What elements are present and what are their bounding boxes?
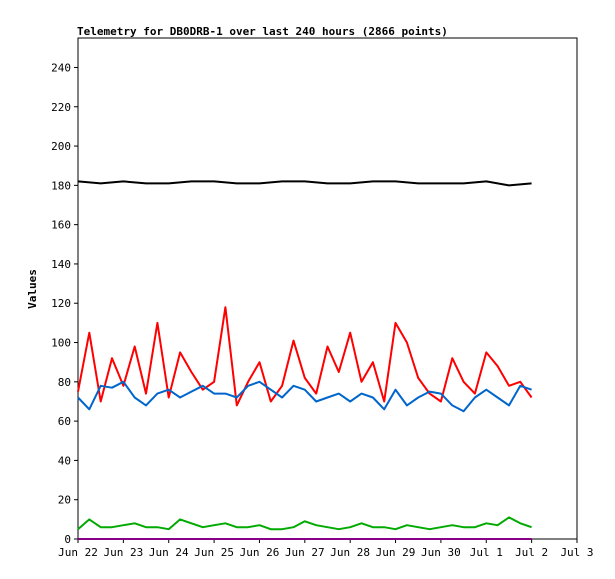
series-line-1 xyxy=(77,306,533,407)
x-tick-label: Jun 22 xyxy=(58,546,98,559)
plot-frame xyxy=(77,37,578,540)
series-line-2 xyxy=(77,380,532,413)
y-tick-label: 180 xyxy=(51,179,71,192)
y-tick-label: 160 xyxy=(51,219,71,232)
y-tick-label: 0 xyxy=(64,533,71,546)
y-tick-label: 20 xyxy=(58,494,71,507)
y-tick-label: 240 xyxy=(51,61,71,74)
y-tick-label: 200 xyxy=(51,140,71,153)
x-tick-label: Jun 30 xyxy=(421,546,461,559)
y-axis-label: Values xyxy=(26,269,39,309)
y-tick-label: 100 xyxy=(51,337,71,350)
y-tick-label: 220 xyxy=(51,101,71,114)
x-tick-label: Jun 24 xyxy=(149,546,189,559)
y-tick-label: 140 xyxy=(51,258,71,271)
x-tick-label: Jun 23 xyxy=(103,546,143,559)
x-tick-label: Jun 27 xyxy=(285,546,325,559)
x-tick-label: Jul 2 xyxy=(515,546,548,559)
series-line-0 xyxy=(77,180,532,187)
y-tick-label: 60 xyxy=(58,415,71,428)
y-tick-label: 40 xyxy=(58,454,71,467)
series-line-3 xyxy=(77,516,532,531)
x-tick-label: Jun 28 xyxy=(330,546,370,559)
y-axis: 0 20 40 60 80 100 120 140 160 180 200 220 240 xyxy=(51,61,78,546)
y-tick-label: 80 xyxy=(58,376,71,389)
x-tick-label: Jun 25 xyxy=(194,546,234,559)
x-tick-label: Jun 29 xyxy=(376,546,416,559)
series-layer xyxy=(77,180,533,540)
x-axis: Jun 22 Jun 23 Jun 24 Jun 25 Jun 26 Jun 27 Jun … xyxy=(58,539,594,559)
y-tick-label: 120 xyxy=(51,297,71,310)
x-tick-label: Jul 1 xyxy=(470,546,503,559)
x-tick-label: Jun 26 xyxy=(240,546,280,559)
chart-title: Telemetry for DB0DRB-1 over last 240 hou… xyxy=(77,25,448,38)
x-tick-label: Jul 3 xyxy=(560,546,593,559)
